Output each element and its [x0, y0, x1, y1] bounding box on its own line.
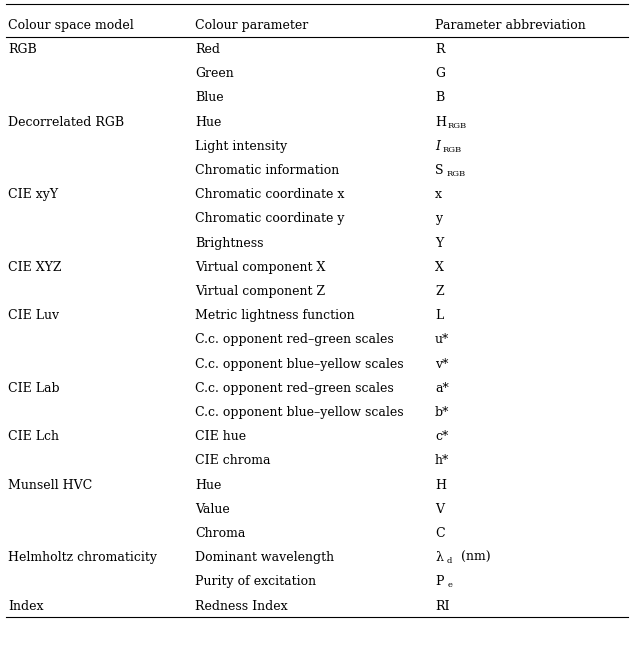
Text: h*: h* — [435, 454, 450, 467]
Text: G: G — [435, 67, 445, 80]
Text: RI: RI — [435, 600, 450, 613]
Text: Value: Value — [195, 503, 230, 516]
Text: C.c. opponent red–green scales: C.c. opponent red–green scales — [195, 382, 394, 395]
Text: H: H — [435, 478, 446, 491]
Text: x: x — [435, 188, 442, 201]
Text: CIE xyY: CIE xyY — [8, 188, 58, 201]
Text: C.c. opponent red–green scales: C.c. opponent red–green scales — [195, 334, 394, 347]
Text: Dominant wavelength: Dominant wavelength — [195, 551, 334, 564]
Text: Munsell HVC: Munsell HVC — [8, 478, 93, 491]
Text: λ: λ — [435, 551, 443, 564]
Text: S: S — [435, 164, 444, 177]
Text: a*: a* — [435, 382, 449, 395]
Text: c*: c* — [435, 430, 448, 443]
Text: Chromatic coordinate x: Chromatic coordinate x — [195, 188, 344, 201]
Text: Helmholtz chromaticity: Helmholtz chromaticity — [8, 551, 157, 564]
Text: C: C — [435, 527, 444, 540]
Text: RGB: RGB — [443, 146, 462, 154]
Text: I: I — [435, 140, 440, 153]
Text: X: X — [435, 261, 444, 274]
Text: y: y — [435, 212, 442, 225]
Text: Purity of excitation: Purity of excitation — [195, 576, 316, 589]
Text: Red: Red — [195, 43, 220, 56]
Text: v*: v* — [435, 358, 448, 371]
Text: u*: u* — [435, 334, 450, 347]
Text: Virtual component Z: Virtual component Z — [195, 285, 325, 298]
Text: Chromatic coordinate y: Chromatic coordinate y — [195, 212, 344, 225]
Text: C.c. opponent blue–yellow scales: C.c. opponent blue–yellow scales — [195, 406, 404, 419]
Text: RGB: RGB — [447, 170, 466, 178]
Text: Redness Index: Redness Index — [195, 600, 288, 613]
Text: d: d — [447, 557, 453, 565]
Text: CIE Luv: CIE Luv — [8, 309, 59, 322]
Text: CIE chroma: CIE chroma — [195, 454, 271, 467]
Text: e: e — [448, 582, 453, 589]
Text: P: P — [435, 576, 444, 589]
Text: B: B — [435, 92, 444, 104]
Text: Brightness: Brightness — [195, 237, 264, 250]
Text: R: R — [435, 43, 444, 56]
Text: Hue: Hue — [195, 116, 221, 129]
Text: CIE XYZ: CIE XYZ — [8, 261, 61, 274]
Text: (nm): (nm) — [457, 551, 491, 564]
Text: L: L — [435, 309, 443, 322]
Text: CIE Lab: CIE Lab — [8, 382, 60, 395]
Text: Blue: Blue — [195, 92, 224, 104]
Text: H: H — [435, 116, 446, 129]
Text: RGB: RGB — [8, 43, 37, 56]
Text: Green: Green — [195, 67, 234, 80]
Text: Colour space model: Colour space model — [8, 19, 134, 32]
Text: V: V — [435, 503, 444, 516]
Text: RGB: RGB — [448, 121, 467, 130]
Text: CIE Lch: CIE Lch — [8, 430, 59, 443]
Text: Light intensity: Light intensity — [195, 140, 287, 153]
Text: Chroma: Chroma — [195, 527, 245, 540]
Text: Hue: Hue — [195, 478, 221, 491]
Text: Chromatic information: Chromatic information — [195, 164, 339, 177]
Text: C.c. opponent blue–yellow scales: C.c. opponent blue–yellow scales — [195, 358, 404, 371]
Text: Z: Z — [435, 285, 444, 298]
Text: CIE hue: CIE hue — [195, 430, 246, 443]
Text: b*: b* — [435, 406, 450, 419]
Text: Decorrelated RGB: Decorrelated RGB — [8, 116, 124, 129]
Text: Parameter abbreviation: Parameter abbreviation — [435, 19, 586, 32]
Text: Colour parameter: Colour parameter — [195, 19, 308, 32]
Text: Metric lightness function: Metric lightness function — [195, 309, 354, 322]
Text: Index: Index — [8, 600, 44, 613]
Text: Y: Y — [435, 237, 443, 250]
Text: Virtual component X: Virtual component X — [195, 261, 325, 274]
